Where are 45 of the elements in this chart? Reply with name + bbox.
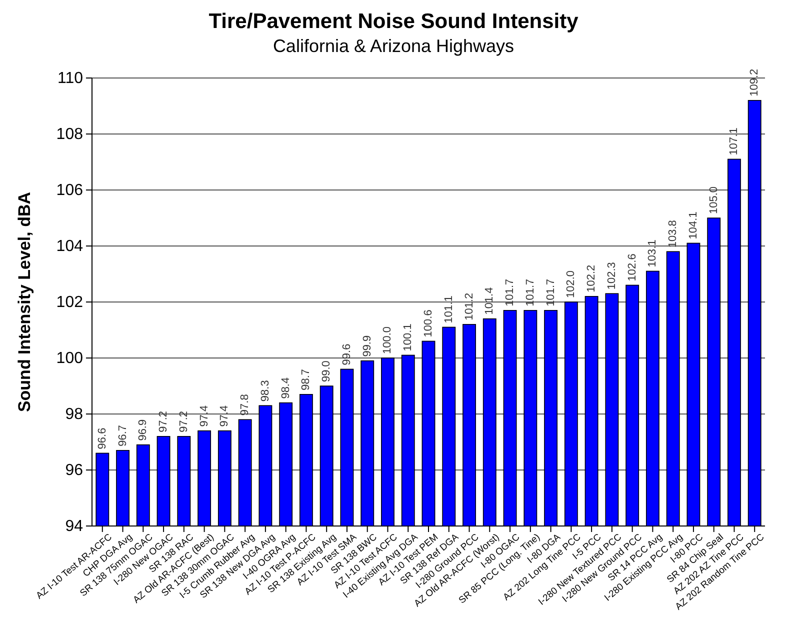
y-tick-label: 106: [56, 182, 84, 200]
data-label: 96.7: [116, 424, 129, 446]
y-tick-label: 96: [65, 462, 84, 480]
data-label: 99.9: [361, 335, 374, 357]
data-label: 98.7: [300, 368, 312, 390]
chart-subtitle: California & Arizona Highways: [272, 36, 514, 56]
data-label: 103.1: [646, 240, 659, 268]
data-label: 97.2: [158, 410, 170, 432]
y-tick-label: 100: [56, 350, 84, 368]
data-label: 97.4: [218, 405, 231, 427]
data-label: 101.7: [524, 278, 536, 306]
data-label: 109.2: [748, 68, 761, 96]
data-label: 101.7: [544, 278, 557, 306]
data-label: 107.1: [728, 128, 740, 156]
y-tick-label: 108: [56, 126, 84, 144]
data-label: 103.8: [667, 220, 680, 248]
y-tick-label: 104: [56, 238, 84, 256]
y-tick-label: 98: [65, 406, 84, 424]
data-label: 100.6: [422, 310, 434, 338]
data-label: 99.0: [320, 360, 333, 382]
y-tick-label: 102: [56, 294, 84, 312]
data-label: 102.6: [626, 254, 638, 282]
data-label: 102.2: [586, 264, 598, 292]
y-axis-title: Sound Intensity Level, dBA: [15, 192, 34, 412]
data-label: 98.3: [259, 380, 272, 402]
data-label: 96.6: [96, 428, 108, 450]
data-label: 102.0: [565, 270, 578, 298]
data-label: 99.6: [340, 344, 353, 366]
data-label: 101.1: [442, 296, 455, 324]
data-label: 98.4: [280, 377, 292, 399]
chart-title: Tire/Pavement Noise Sound Intensity: [208, 10, 579, 33]
data-label: 101.7: [504, 278, 516, 306]
data-label: 97.2: [178, 410, 190, 432]
y-tick-label: 110: [57, 70, 84, 88]
data-label: 97.8: [239, 394, 252, 416]
data-label: 105.0: [708, 186, 720, 214]
data-label: 102.3: [606, 262, 618, 290]
data-label: 101.4: [484, 287, 496, 315]
y-tick-label: 94: [65, 518, 84, 536]
data-label: 104.1: [687, 212, 700, 240]
data-label: 101.2: [463, 292, 476, 320]
data-label: 96.9: [137, 419, 150, 441]
data-label: 100.1: [402, 324, 414, 352]
data-label: 97.4: [198, 405, 210, 427]
data-label: 100.0: [382, 326, 394, 354]
